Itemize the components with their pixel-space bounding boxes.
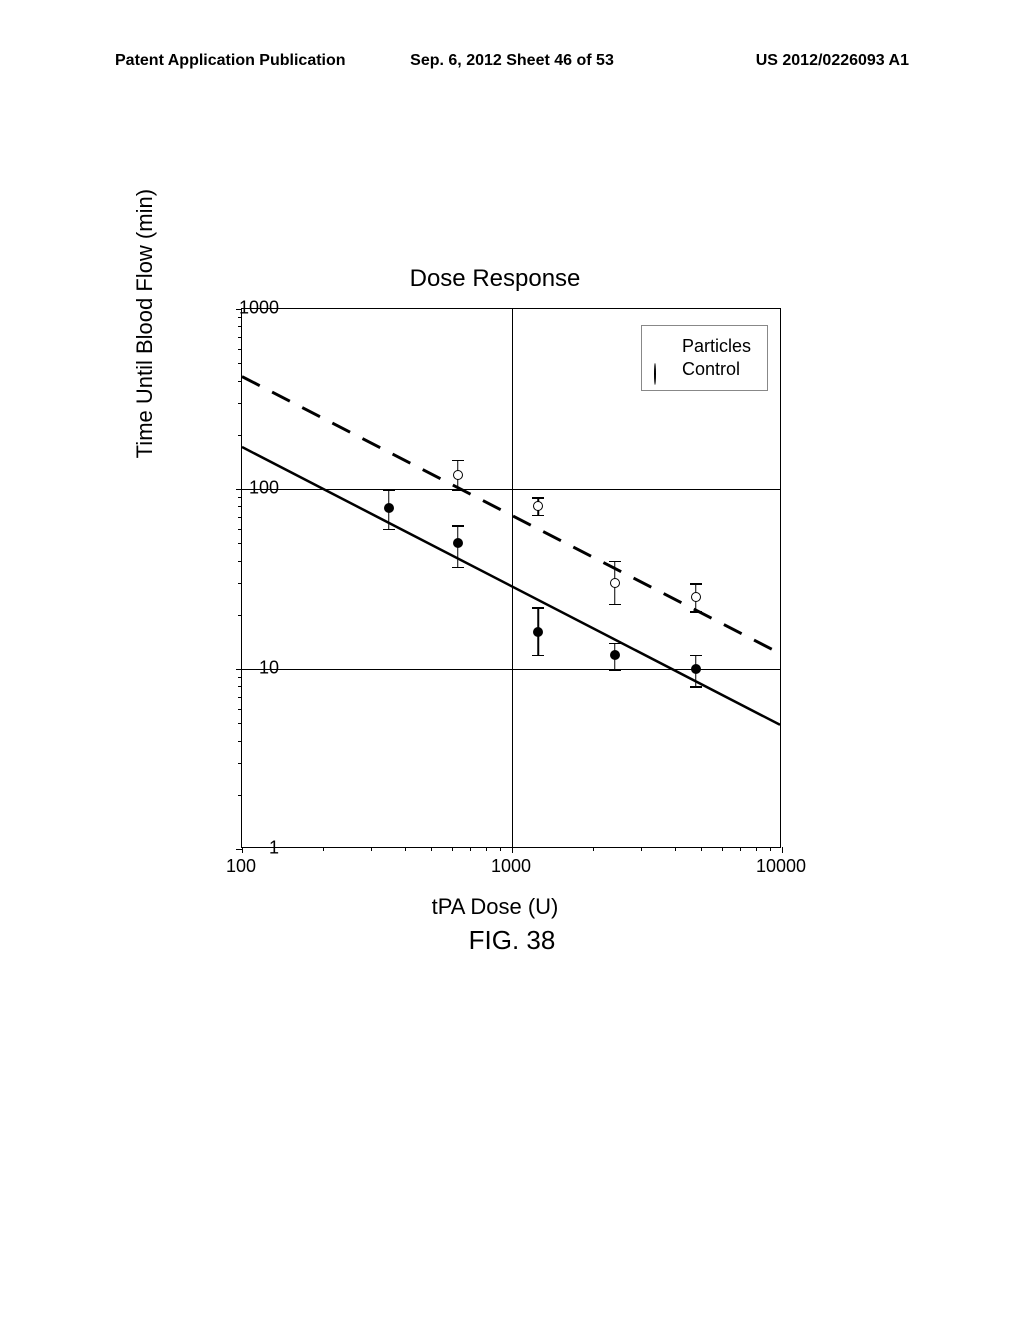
x-tick: [675, 847, 676, 851]
x-tick-label: 100: [226, 856, 256, 877]
x-tick-label: 1000: [491, 856, 531, 877]
gridline-vertical: [512, 309, 513, 847]
error-cap: [532, 607, 544, 609]
y-tick: [238, 741, 242, 742]
y-tick: [238, 517, 242, 518]
data-point-particles: [533, 627, 543, 637]
y-tick: [238, 337, 242, 338]
y-tick: [238, 677, 242, 678]
legend-item-particles: Particles: [654, 336, 751, 357]
x-tick: [770, 847, 771, 851]
y-tick-label: 1: [269, 838, 279, 859]
error-cap: [609, 561, 621, 563]
y-tick: [238, 697, 242, 698]
error-cap: [383, 529, 395, 531]
data-point-particles: [384, 503, 394, 513]
x-tick: [756, 847, 757, 851]
x-tick: [722, 847, 723, 851]
legend-item-control: Control: [654, 359, 751, 380]
figure-number-label: FIG. 38: [469, 925, 556, 956]
error-cap: [532, 655, 544, 657]
gridline-horizontal: [242, 489, 780, 490]
y-tick: [238, 381, 242, 382]
data-point-control: [610, 578, 620, 588]
header-date-sheet: Sep. 6, 2012 Sheet 46 of 53: [380, 52, 645, 70]
x-tick: [323, 847, 324, 851]
error-cap: [532, 497, 544, 499]
x-tick: [701, 847, 702, 851]
y-tick: [238, 497, 242, 498]
y-tick-label: 1000: [239, 298, 279, 319]
x-tick: [486, 847, 487, 851]
error-cap: [609, 643, 621, 645]
error-cap: [452, 567, 464, 569]
y-tick: [238, 363, 242, 364]
y-axis-label: Time Until Blood Flow (min): [132, 189, 158, 458]
x-tick: [431, 847, 432, 851]
x-tick: [470, 847, 471, 851]
y-tick: [236, 849, 242, 850]
x-tick: [452, 847, 453, 851]
x-axis-label: tPA Dose (U): [432, 894, 559, 920]
x-tick: [641, 847, 642, 851]
data-point-control: [691, 592, 701, 602]
y-tick: [236, 489, 242, 490]
x-tick: [500, 847, 501, 851]
error-cap: [452, 489, 464, 491]
y-tick: [238, 543, 242, 544]
y-tick: [238, 561, 242, 562]
legend-label-particles: Particles: [682, 336, 751, 357]
header-publication-number: US 2012/0226093 A1: [644, 52, 909, 70]
y-tick: [238, 349, 242, 350]
x-tick: [740, 847, 741, 851]
x-tick: [242, 847, 243, 853]
dose-response-chart: Dose Response Time Until Blood Flow (min…: [155, 300, 835, 980]
y-tick: [238, 723, 242, 724]
y-tick: [238, 326, 242, 327]
error-cap: [609, 604, 621, 606]
error-cap: [532, 515, 544, 517]
data-point-particles: [453, 538, 463, 548]
x-tick: [371, 847, 372, 851]
error-cap: [690, 686, 702, 688]
error-cap: [452, 460, 464, 462]
open-circle-icon: [654, 363, 656, 385]
chart-title: Dose Response: [410, 265, 581, 293]
data-point-particles: [691, 664, 701, 674]
error-cap: [609, 669, 621, 671]
legend-label-control: Control: [682, 359, 740, 380]
data-point-particles: [610, 650, 620, 660]
y-tick: [238, 709, 242, 710]
data-point-control: [533, 501, 543, 511]
x-tick: [405, 847, 406, 851]
data-point-control: [453, 470, 463, 480]
y-tick: [238, 435, 242, 436]
y-tick: [238, 763, 242, 764]
y-tick: [238, 583, 242, 584]
y-tick-label: 10: [259, 658, 279, 679]
y-tick-label: 100: [249, 478, 279, 499]
chart-legend: Particles Control: [641, 325, 768, 391]
y-tick: [238, 403, 242, 404]
y-tick: [238, 686, 242, 687]
y-tick: [238, 615, 242, 616]
error-cap: [690, 583, 702, 585]
y-tick: [236, 669, 242, 670]
x-tick-label: 10000: [756, 856, 806, 877]
error-cap: [690, 655, 702, 657]
x-tick: [512, 847, 513, 853]
error-cap: [452, 525, 464, 527]
error-cap: [383, 489, 395, 491]
y-tick: [238, 506, 242, 507]
x-tick: [782, 847, 783, 853]
error-cap: [690, 611, 702, 613]
page-header: Patent Application Publication Sep. 6, 2…: [0, 52, 1024, 70]
plot-area: Particles Control: [241, 308, 781, 848]
y-tick: [238, 529, 242, 530]
y-tick: [238, 795, 242, 796]
x-tick: [593, 847, 594, 851]
header-publication-type: Patent Application Publication: [115, 52, 380, 70]
